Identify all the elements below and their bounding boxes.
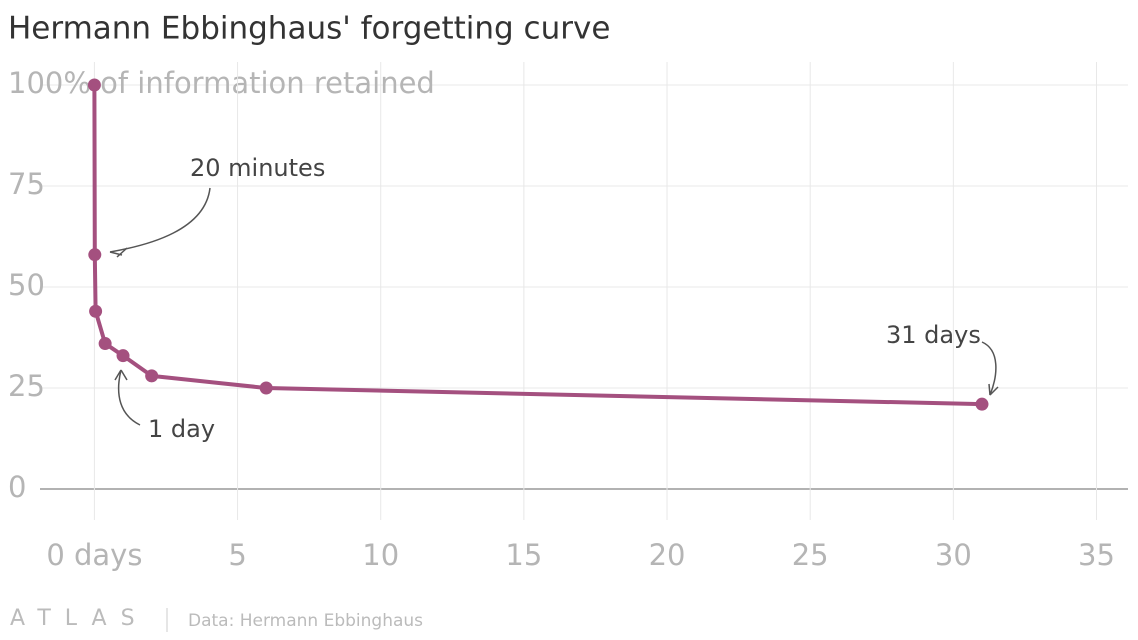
y-tick-label: 100% of information retained [8, 66, 435, 100]
x-tick-label: 35 [1078, 538, 1115, 572]
arrow-head [988, 383, 999, 396]
point [975, 397, 989, 411]
point [87, 78, 101, 92]
x-tick-label: 10 [362, 538, 399, 572]
x-tick-label: 0 days [46, 538, 142, 572]
annotation-arrows [109, 187, 999, 426]
arrow [981, 341, 997, 396]
y-tick-label: 0 [8, 470, 26, 504]
x-tick-label: 5 [228, 538, 246, 572]
arrow [117, 369, 141, 426]
source: Data: Hermann Ebbinghaus [188, 611, 423, 631]
point [116, 349, 130, 363]
annotation: 20 minutes [190, 154, 325, 182]
annotation: 31 days [886, 321, 981, 349]
point [145, 369, 159, 383]
arrow-head [109, 247, 128, 258]
x-tick-label: 15 [505, 538, 542, 572]
brand: ATLAS [10, 606, 149, 631]
y-tick-label: 25 [8, 369, 45, 403]
x-tick-label: 25 [792, 538, 829, 572]
y-tick-label: 50 [8, 268, 45, 302]
arrow [109, 187, 211, 253]
line [92, 84, 983, 407]
point [98, 337, 112, 351]
y-tick-label: 75 [8, 167, 45, 201]
x-tick-label: 20 [649, 538, 686, 572]
point [89, 304, 103, 318]
arrow-head [114, 369, 128, 381]
chart-title: Hermann Ebbinghaus' forgetting curve [8, 11, 610, 47]
point [259, 381, 273, 395]
x-tick-label: 30 [935, 538, 972, 572]
annotation: 1 day [148, 415, 215, 443]
point [88, 248, 102, 262]
